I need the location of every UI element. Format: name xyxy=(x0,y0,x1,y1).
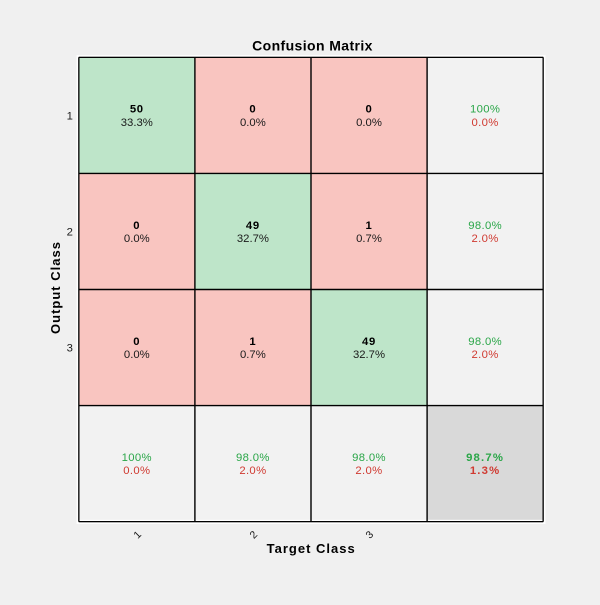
svg-text:0.0%: 0.0% xyxy=(124,349,150,361)
svg-text:0.0%: 0.0% xyxy=(124,233,150,245)
svg-text:2.0%: 2.0% xyxy=(472,233,499,245)
svg-text:98.0%: 98.0% xyxy=(468,220,502,232)
svg-text:98.7%: 98.7% xyxy=(466,452,504,464)
svg-text:2.0%: 2.0% xyxy=(239,465,266,477)
svg-text:0: 0 xyxy=(249,104,256,116)
svg-text:Target Class: Target Class xyxy=(267,541,356,556)
svg-text:0: 0 xyxy=(133,220,140,232)
svg-text:1: 1 xyxy=(366,220,373,232)
svg-text:Confusion Matrix: Confusion Matrix xyxy=(252,38,373,54)
svg-text:0.7%: 0.7% xyxy=(356,233,382,245)
svg-text:49: 49 xyxy=(362,336,376,348)
svg-text:100%: 100% xyxy=(122,452,152,464)
svg-text:50: 50 xyxy=(130,104,144,116)
svg-text:100%: 100% xyxy=(470,104,500,116)
svg-text:0: 0 xyxy=(366,104,373,116)
svg-text:2.0%: 2.0% xyxy=(472,349,499,361)
svg-text:3: 3 xyxy=(67,343,73,355)
svg-text:32.7%: 32.7% xyxy=(353,349,385,361)
svg-text:0.0%: 0.0% xyxy=(472,117,499,129)
svg-text:Output Class: Output Class xyxy=(48,241,63,334)
svg-text:0.7%: 0.7% xyxy=(240,349,266,361)
svg-text:0.0%: 0.0% xyxy=(356,117,382,129)
svg-text:1.3%: 1.3% xyxy=(470,465,501,477)
svg-text:32.7%: 32.7% xyxy=(237,233,269,245)
svg-text:33.3%: 33.3% xyxy=(121,117,153,129)
svg-text:1: 1 xyxy=(249,336,256,348)
svg-text:1: 1 xyxy=(67,110,73,122)
svg-text:49: 49 xyxy=(246,220,260,232)
svg-text:2: 2 xyxy=(67,226,73,238)
svg-text:98.0%: 98.0% xyxy=(236,452,270,464)
svg-text:98.0%: 98.0% xyxy=(352,452,386,464)
svg-text:2.0%: 2.0% xyxy=(355,465,382,477)
svg-text:0.0%: 0.0% xyxy=(123,465,150,477)
svg-text:98.0%: 98.0% xyxy=(468,336,502,348)
svg-text:0: 0 xyxy=(133,336,140,348)
svg-text:0.0%: 0.0% xyxy=(240,117,266,129)
